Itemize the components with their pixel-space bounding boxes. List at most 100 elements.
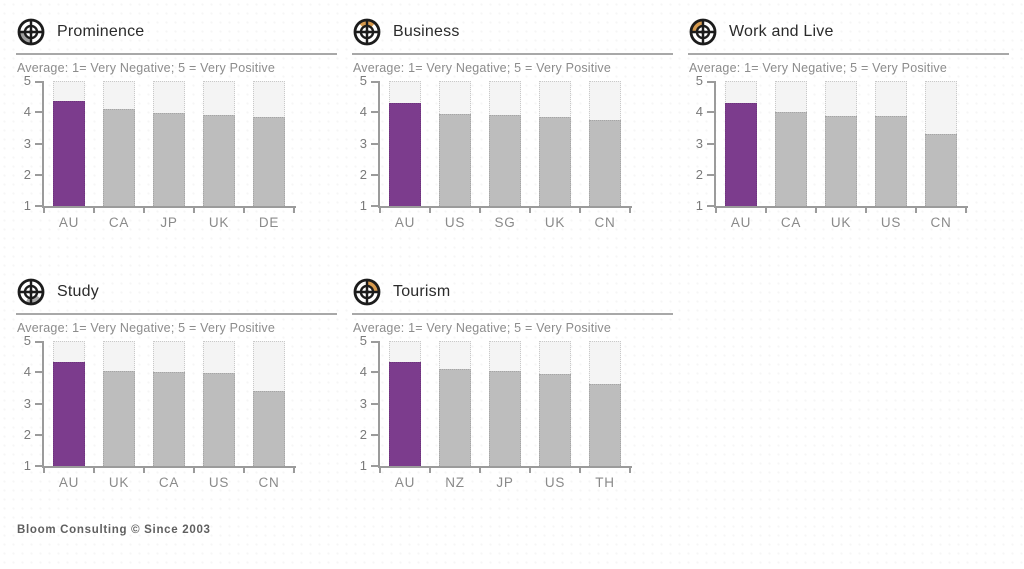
y-axis-tick-label: 1	[359, 458, 367, 473]
chart-header: Prominence	[16, 16, 337, 48]
y-axis-tick-label: 1	[23, 198, 31, 213]
bar-cn	[589, 119, 621, 206]
x-axis-label: AU	[58, 215, 80, 230]
bar-uk	[539, 116, 571, 206]
y-axis-tick-label: 3	[695, 135, 703, 151]
chart-title: Work and Live	[729, 23, 834, 40]
y-axis-tick	[35, 465, 42, 467]
y-axis-tick	[707, 111, 714, 114]
x-axis-tick	[143, 468, 145, 473]
bar-nz	[439, 369, 471, 466]
bar-au	[389, 102, 421, 206]
bar-cn	[253, 391, 285, 466]
x-axis-label: UK	[830, 215, 852, 230]
bar-plot: 1 2 3 4 5	[16, 73, 316, 213]
header-divider	[16, 313, 337, 315]
x-axis-label: SG	[494, 215, 516, 230]
x-axis-label: UK	[108, 475, 130, 490]
chart-title: Prominence	[57, 23, 145, 40]
x-axis-label: UK	[208, 215, 230, 230]
x-axis-tick	[965, 208, 967, 213]
chart-header: Work and Live	[688, 16, 1009, 48]
bar-ca	[103, 109, 135, 206]
x-axis-tick	[529, 468, 531, 473]
x-axis-tick	[479, 468, 481, 473]
y-axis-tick	[371, 433, 378, 436]
x-axis-tick	[243, 208, 245, 213]
y-axis-tick	[371, 205, 378, 207]
bar-plot: 1 2 3 4 5	[352, 73, 652, 213]
y-axis-tick	[371, 371, 378, 374]
y-axis-line	[378, 341, 380, 467]
header-divider	[688, 53, 1009, 55]
y-axis-tick-label: 5	[23, 333, 31, 348]
y-axis-tick	[371, 81, 378, 83]
y-axis-tick-label: 2	[23, 426, 31, 442]
y-axis-tick-label: 3	[23, 135, 31, 151]
x-axis-label: AU	[394, 215, 416, 230]
x-axis-label: US	[880, 215, 902, 230]
x-axis-label: CA	[108, 215, 130, 230]
x-axis-tick	[579, 208, 581, 213]
x-axis-tick	[243, 468, 245, 473]
bar-us	[203, 373, 235, 466]
x-axis-tick	[379, 468, 381, 473]
x-axis-labels: AU NZ JP US TH	[352, 468, 652, 496]
y-axis-tick-label: 3	[359, 395, 367, 411]
x-axis-label: US	[444, 215, 466, 230]
x-axis-tick	[143, 208, 145, 213]
y-axis-tick-label: 5	[23, 73, 31, 88]
header-divider	[16, 53, 337, 55]
bar-plot: 1 2 3 4 5	[16, 333, 316, 473]
x-axis-tick	[815, 208, 817, 213]
y-axis-tick	[371, 111, 378, 114]
y-axis-tick-label: 1	[23, 458, 31, 473]
y-axis-tick-label: 4	[359, 104, 367, 120]
y-axis-tick	[707, 142, 714, 145]
chart-header: Business	[352, 16, 673, 48]
x-axis-label: CN	[258, 475, 280, 490]
y-axis-tick-label: 2	[359, 166, 367, 182]
y-axis-tick	[371, 142, 378, 145]
x-axis-tick	[479, 208, 481, 213]
x-axis-tick	[629, 468, 631, 473]
bar-plot: 1 2 3 4 5	[352, 333, 652, 473]
bar-uk	[203, 114, 235, 206]
y-axis-tick	[707, 173, 714, 176]
x-axis-tick	[293, 208, 295, 213]
y-axis-tick	[371, 465, 378, 467]
y-axis-tick-label: 4	[359, 364, 367, 380]
y-axis-tick	[35, 205, 42, 207]
x-axis-line	[378, 466, 632, 468]
x-axis-tick	[865, 208, 867, 213]
x-axis-tick	[93, 208, 95, 213]
x-axis-label: CA	[780, 215, 802, 230]
chart-card-study: Study Average: 1= Very Negative; 5 = Very…	[16, 276, 337, 496]
x-axis-tick	[429, 208, 431, 213]
y-axis-tick-label: 2	[695, 166, 703, 182]
chart-card-business: Business Average: 1= Very Negative; 5 = V…	[352, 16, 673, 236]
y-axis-tick	[371, 173, 378, 176]
x-axis-tick	[429, 468, 431, 473]
x-axis-tick	[629, 208, 631, 213]
y-axis-tick	[707, 81, 714, 83]
x-axis-tick	[915, 208, 917, 213]
work-and-live-compass-icon	[688, 17, 718, 47]
bar-jp	[153, 112, 185, 206]
y-axis-tick-label: 5	[359, 333, 367, 348]
bar-jp	[489, 371, 521, 466]
x-axis-tick	[43, 468, 45, 473]
y-axis-tick	[35, 433, 42, 436]
x-axis-line	[42, 206, 296, 208]
x-axis-line	[378, 206, 632, 208]
y-axis-tick	[35, 341, 42, 343]
x-axis-labels: AU US SG UK CN	[352, 208, 652, 236]
y-axis-tick	[35, 142, 42, 145]
chart-card-prominence: Prominence Average: 1= Very Negative; 5 =…	[16, 16, 337, 236]
x-axis-tick	[715, 208, 717, 213]
x-axis-labels: AU CA JP UK DE	[16, 208, 316, 236]
charts-grid: Prominence Average: 1= Very Negative; 5 =…	[16, 16, 1009, 496]
x-axis-tick	[529, 208, 531, 213]
chart-subtitle: Average: 1= Very Negative; 5 = Very Posi…	[17, 321, 276, 335]
y-axis-tick-label: 4	[23, 104, 31, 120]
